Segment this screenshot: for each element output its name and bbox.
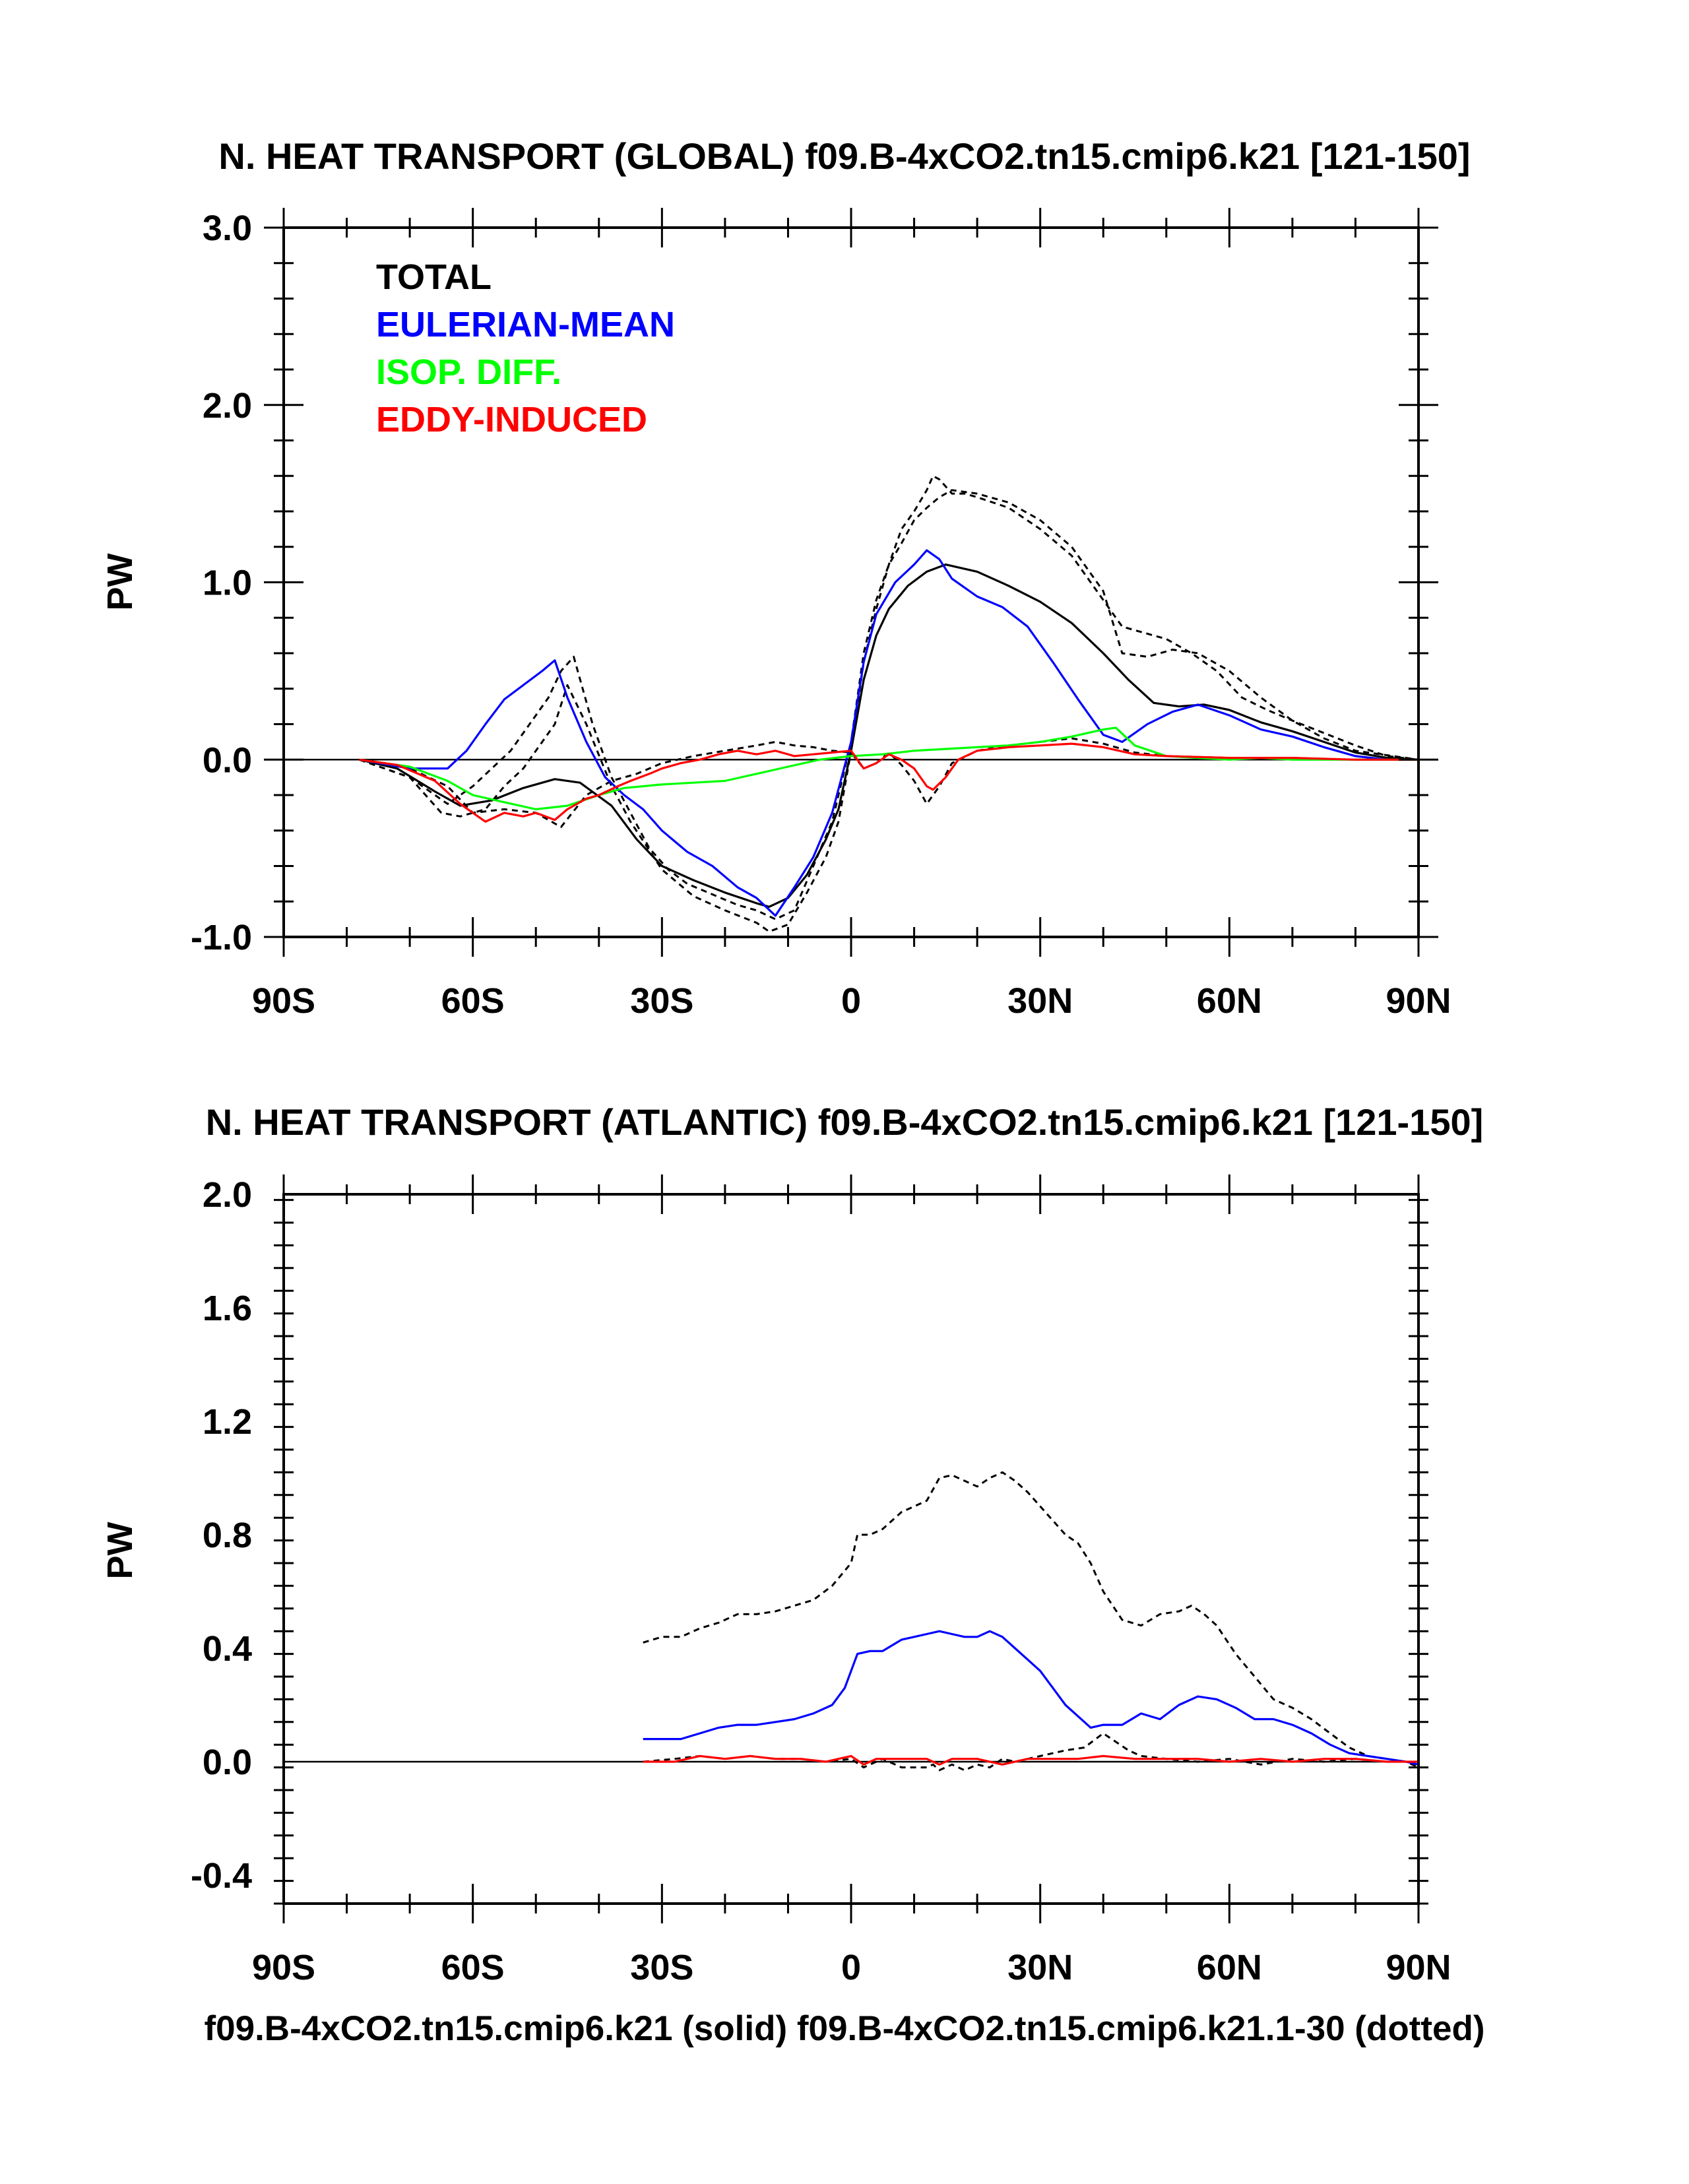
global-series-eddy-induced-1-30-dotted xyxy=(359,737,1418,828)
atlantic-plot-frame xyxy=(282,1193,1420,1905)
global-x-tick-label: 30N xyxy=(1007,981,1073,1021)
legend: TOTAL EULERIAN-MEAN ISOP. DIFF. EDDY-IND… xyxy=(376,257,675,439)
atlantic-y-axis-label: PW xyxy=(100,1522,140,1579)
atlantic-series-eddy-induced-1-30-dotted xyxy=(643,1732,1418,1772)
atlantic-x-tick-label: 60S xyxy=(441,1948,505,1987)
global-y-tick-label: 3.0 xyxy=(203,209,252,248)
global-y-tick-label: -1.0 xyxy=(191,918,252,957)
global-y-tick-label: 0.0 xyxy=(203,740,252,780)
atlantic-series-eddy-induced xyxy=(643,1754,1418,1766)
atlantic-y-tick-label: 2.0 xyxy=(203,1175,252,1215)
legend-eulerian-mean: EULERIAN-MEAN xyxy=(376,305,675,344)
footer-caption: f09.B-4xCO2.tn15.cmip6.k21 (solid) f09.B… xyxy=(204,2009,1484,2048)
global-x-tick-label: 0 xyxy=(841,981,861,1021)
atlantic-series-eulerian-mean xyxy=(643,1630,1419,1766)
atlantic-y-tick-label: 0.8 xyxy=(203,1516,252,1555)
atlantic-y-tick-label: -0.4 xyxy=(191,1856,252,1896)
global-x-tick-label: 90N xyxy=(1386,981,1451,1021)
global-x-tick-label: 60N xyxy=(1197,981,1262,1021)
atlantic-y-tick-label: 1.2 xyxy=(203,1402,252,1442)
atlantic-chart: 90S 60S 30S 0 30N 60N 90N -0.4 0.0 0.4 0.8 1.2 1.6 2.… xyxy=(100,1174,1451,1987)
atlantic-x-tick-label: 90N xyxy=(1386,1948,1451,1987)
atlantic-y-tick-label: 0.0 xyxy=(203,1743,252,1782)
atlantic-y-tick-label: 1.6 xyxy=(203,1289,252,1328)
atlantic-x-tick-label: 60N xyxy=(1197,1948,1262,1987)
global-series-total-1-30-dotted xyxy=(359,474,1419,933)
global-chart-title: N. HEAT TRANSPORT (GLOBAL) f09.B-4xCO2.t… xyxy=(218,135,1470,177)
global-series-eulerian-mean-1-30-dotted xyxy=(359,489,1419,920)
global-series-total xyxy=(359,563,1419,908)
atlantic-series-eulerian-mean-1-30-dotted xyxy=(643,1471,1419,1768)
global-x-tick-label: 90S xyxy=(252,981,315,1021)
global-series-eulerian-mean xyxy=(359,549,1418,917)
legend-isop-diff: ISOP. DIFF. xyxy=(376,352,561,392)
global-x-tick-label: 30S xyxy=(630,981,693,1021)
atlantic-x-tick-label: 0 xyxy=(841,1948,861,1987)
global-series-isop-diff xyxy=(359,726,1418,811)
global-y-tick-label: 2.0 xyxy=(203,386,252,426)
global-y-tick-label: 1.0 xyxy=(203,563,252,603)
legend-total: TOTAL xyxy=(376,257,492,297)
atlantic-x-tick-label: 90S xyxy=(252,1948,315,1987)
legend-eddy-induced: EDDY-INDUCED xyxy=(376,400,647,439)
global-chart: 90S 60S 30S 0 30N 60N 90N -1.0 0.0 1.0 2.0 3.0 PW T… xyxy=(100,208,1451,1021)
atlantic-x-tick-label: 30S xyxy=(630,1948,693,1987)
global-y-axis-label: PW xyxy=(100,553,140,610)
global-series-eddy-induced xyxy=(359,742,1418,823)
atlantic-chart-title: N. HEAT TRANSPORT (ATLANTIC) f09.B-4xCO2… xyxy=(206,1101,1484,1143)
global-x-tick-label: 60S xyxy=(441,981,505,1021)
atlantic-x-tick-label: 30N xyxy=(1007,1948,1073,1987)
atlantic-y-tick-label: 0.4 xyxy=(203,1629,252,1669)
